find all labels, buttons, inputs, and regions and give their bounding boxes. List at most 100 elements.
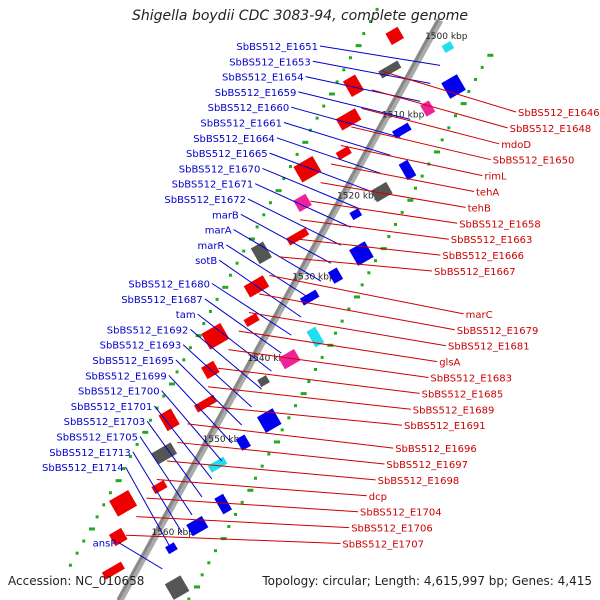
tick-mark (275, 189, 282, 193)
tick-mark (102, 503, 106, 507)
gene-block (335, 146, 352, 160)
gene-feature (349, 208, 363, 221)
tick-mark (447, 126, 451, 130)
tick-mark (255, 225, 259, 229)
right-gene-label: glsA (439, 358, 460, 369)
tick-mark (480, 65, 484, 69)
tick-mark (235, 261, 239, 265)
tick-mark (242, 249, 246, 253)
left-gene-label: SbBS512_E1705 (56, 433, 138, 444)
left-leader-line (276, 137, 381, 174)
gene-block (293, 193, 312, 213)
gene-feature (235, 434, 251, 451)
gene-block (108, 527, 128, 547)
tick-mark (108, 491, 112, 495)
left-gene-label: SbBS512_E1653 (229, 57, 311, 68)
gene-block (250, 241, 272, 265)
left-gene-label: SbBS512_E1661 (200, 119, 282, 130)
gene-block (151, 480, 168, 495)
left-gene-label: SbBS512_E1670 (179, 164, 261, 175)
tick-mark (182, 358, 186, 362)
left-gene-label: SbBS512_E1699 (85, 371, 167, 382)
right-gene-label: dcp (369, 492, 387, 503)
gene-feature (165, 542, 178, 555)
gene-feature (441, 41, 455, 54)
gene-block (392, 122, 412, 139)
left-gene-label: SbBS512_E1693 (100, 341, 182, 352)
right-gene-label: rimL (484, 172, 507, 183)
right-gene-label: tehA (476, 188, 499, 199)
tick-mark (240, 500, 244, 504)
tick-mark (288, 164, 292, 168)
tick-mark (128, 454, 132, 458)
scale-tick-label: 1550 kbp (203, 435, 246, 445)
tick-mark (374, 259, 378, 263)
tick-mark (208, 309, 212, 313)
left-gene-label: marA (205, 226, 232, 237)
right-gene-label: marC (466, 310, 493, 321)
left-gene-label: SbBS512_E1680 (128, 280, 210, 291)
tick-mark (115, 479, 122, 483)
left-leader-line (204, 298, 282, 354)
tick-mark (188, 346, 192, 350)
right-leader-line (289, 237, 441, 256)
gene-feature (101, 561, 125, 580)
tick-mark (148, 418, 152, 422)
gene-feature (256, 408, 282, 433)
right-leader-line (381, 70, 517, 113)
right-gene-label: SbBS512_E1689 (413, 405, 495, 416)
right-leader-line (228, 349, 429, 378)
left-gene-label: SbBS512_E1660 (208, 103, 290, 114)
tick-mark (355, 44, 362, 48)
left-gene-label: SbBS512_E1695 (92, 356, 174, 367)
right-gene-label: SbBS512_E1691 (404, 421, 486, 432)
gene-feature (278, 348, 301, 370)
tick-mark (487, 53, 494, 57)
left-leader-line (161, 390, 223, 462)
tick-mark (440, 138, 444, 142)
right-leader-line (300, 219, 449, 240)
gene-feature (370, 181, 393, 203)
gene-feature (392, 122, 412, 139)
tick-mark (300, 392, 307, 396)
right-leader-line (136, 516, 350, 529)
right-leader-line (187, 423, 394, 449)
gene-block (286, 227, 310, 246)
tick-mark (200, 573, 204, 577)
gene-block (257, 375, 270, 388)
left-gene-label: SbBS512_E1713 (49, 448, 131, 459)
tick-mark (328, 92, 335, 96)
tick-mark (335, 80, 339, 84)
tick-mark (280, 428, 284, 432)
tick-mark (354, 295, 361, 299)
tick-mark (155, 406, 159, 410)
tick-mark (234, 512, 238, 516)
tick-mark (387, 235, 391, 239)
right-gene-label: SbBS512_E1666 (442, 251, 524, 262)
left-leader-line (175, 359, 243, 426)
gene-block (385, 26, 405, 45)
right-leader-line (330, 163, 475, 192)
left-leader-line (132, 451, 183, 534)
gene-feature (398, 159, 417, 181)
tick-mark (282, 177, 286, 181)
gene-feature (108, 527, 128, 547)
tick-mark (322, 104, 326, 108)
gene-feature (257, 375, 270, 388)
left-gene-label: ansP (93, 538, 117, 549)
left-leader-line (211, 283, 292, 336)
tick-mark (254, 476, 258, 480)
tick-mark (294, 404, 298, 408)
gene-block (327, 267, 344, 284)
left-gene-label: SbBS512_E1672 (164, 195, 246, 206)
right-gene-label: SbBS512_E1698 (378, 476, 460, 487)
tick-mark (274, 440, 281, 444)
tick-mark (247, 488, 254, 492)
left-gene-label: SbBS512_E1714 (42, 463, 124, 474)
gene-block (158, 408, 180, 432)
right-gene-label: SbBS512_E1683 (430, 374, 512, 385)
gene-feature (385, 26, 405, 45)
right-leader-line (238, 330, 438, 363)
left-gene-label: SbBS512_E1651 (236, 42, 318, 53)
